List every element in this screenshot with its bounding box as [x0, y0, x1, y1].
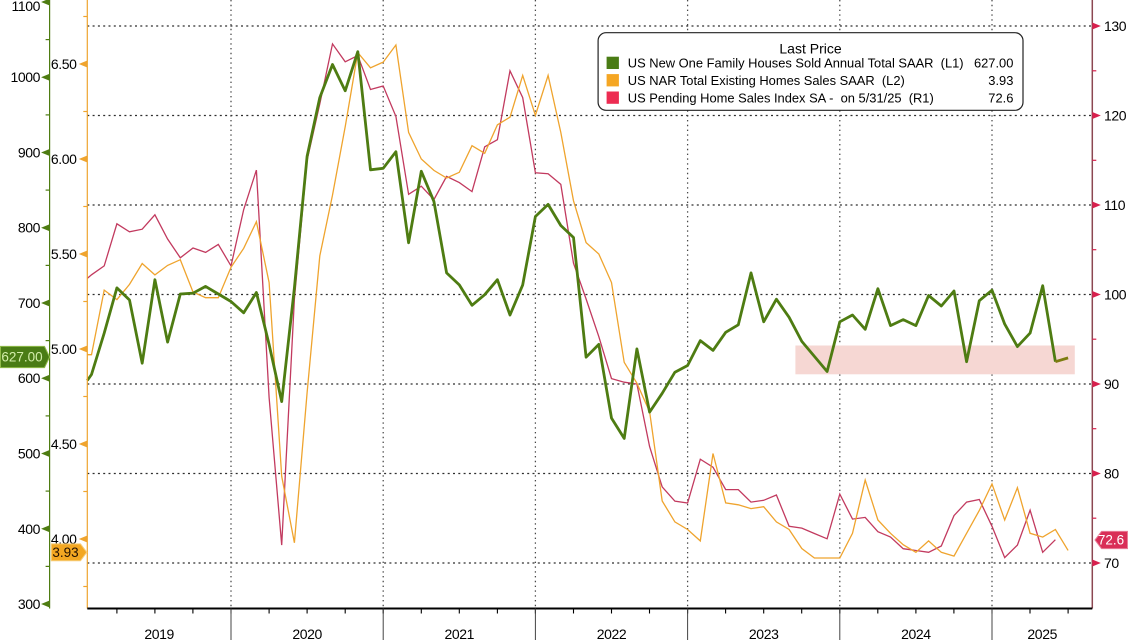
svg-text:300: 300	[18, 596, 41, 612]
svg-text:1100: 1100	[11, 0, 40, 14]
svg-text:3.93: 3.93	[52, 545, 78, 560]
svg-text:2024: 2024	[901, 626, 931, 642]
svg-text:2022: 2022	[597, 626, 627, 642]
svg-text:2023: 2023	[749, 626, 779, 642]
svg-text:2025: 2025	[1027, 626, 1057, 642]
svg-text:6.00: 6.00	[51, 151, 77, 167]
svg-text:Last Price: Last Price	[779, 41, 841, 57]
svg-text:US New One Family Houses Sold: US New One Family Houses Sold Annual Tot…	[628, 56, 964, 71]
svg-text:3.93: 3.93	[988, 73, 1013, 88]
svg-text:1000: 1000	[10, 69, 40, 85]
svg-text:4.50: 4.50	[51, 436, 77, 452]
svg-text:5.00: 5.00	[51, 341, 77, 357]
svg-text:100: 100	[1104, 287, 1127, 303]
svg-text:627.00: 627.00	[974, 56, 1013, 71]
svg-text:110: 110	[1104, 197, 1126, 213]
svg-text:900: 900	[18, 145, 41, 161]
svg-text:627.00: 627.00	[1, 350, 42, 365]
svg-text:130: 130	[1104, 18, 1127, 34]
svg-text:70: 70	[1104, 555, 1119, 571]
svg-text:800: 800	[18, 220, 41, 236]
svg-text:72.6: 72.6	[1098, 533, 1124, 548]
svg-text:2021: 2021	[445, 626, 475, 642]
svg-text:5.50: 5.50	[51, 246, 77, 262]
svg-text:80: 80	[1104, 466, 1119, 482]
svg-text:600: 600	[18, 370, 41, 386]
svg-text:90: 90	[1104, 376, 1119, 392]
svg-text:700: 700	[18, 295, 41, 311]
svg-text:4.00: 4.00	[51, 531, 77, 547]
svg-text:120: 120	[1104, 108, 1127, 124]
svg-text:US Pending Home Sales Index SA: US Pending Home Sales Index SA - on 5/31…	[628, 90, 934, 105]
svg-text:72.6: 72.6	[988, 90, 1013, 105]
svg-text:2019: 2019	[144, 626, 174, 642]
svg-text:500: 500	[18, 446, 41, 462]
svg-text:US NAR Total Existing Homes Sa: US NAR Total Existing Homes Sales SAAR (…	[628, 73, 905, 88]
svg-text:400: 400	[18, 521, 41, 537]
svg-text:2020: 2020	[292, 626, 322, 642]
svg-text:6.50: 6.50	[51, 56, 77, 72]
